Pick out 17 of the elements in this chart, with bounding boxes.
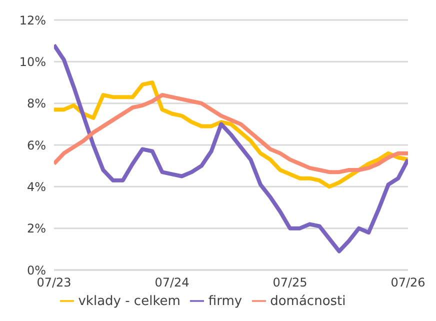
y-tick-label: 2% [26, 222, 46, 236]
legend-label: firmy [208, 294, 242, 309]
x-tick-label: 07/25 [272, 276, 308, 290]
legend-label: domácnosti [270, 294, 346, 309]
y-tick-label: 4% [26, 180, 46, 194]
y-tick-label: 12% [19, 13, 46, 28]
line-series [54, 43, 408, 254]
y-tick-label: 0% [26, 263, 46, 278]
legend-label: vklady - celkem [78, 294, 180, 309]
y-tick-label: 8% [26, 96, 46, 111]
y-tick-label: 6% [26, 138, 46, 152]
y-tick-label: 10% [19, 54, 46, 69]
line-series [54, 80, 408, 189]
x-tick-label: 07/24 [154, 276, 190, 290]
x-tick-label: 07/26 [390, 276, 426, 290]
line-series [54, 93, 408, 174]
x-tick-label: 07/23 [36, 276, 72, 290]
